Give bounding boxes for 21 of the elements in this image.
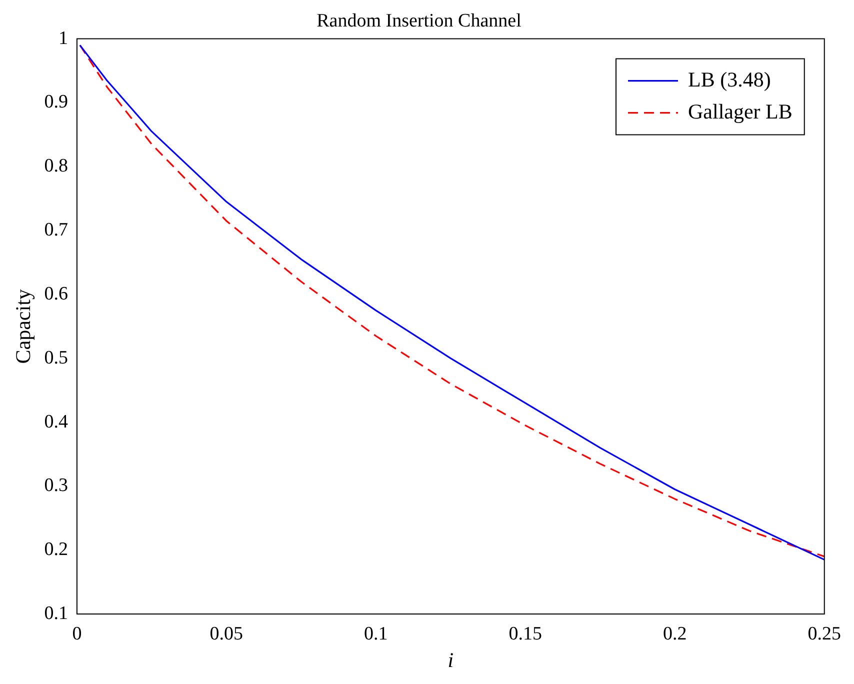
legend-label: Gallager LB bbox=[688, 99, 792, 124]
legend-label: LB (3.48) bbox=[688, 67, 771, 92]
x-tick-label: 0.05 bbox=[210, 623, 244, 644]
y-tick-label: 0.7 bbox=[44, 220, 68, 241]
y-tick-label: 0.5 bbox=[44, 347, 68, 368]
x-tick-label: 0 bbox=[72, 623, 82, 644]
y-axis-title: Capacity bbox=[11, 288, 36, 364]
x-axis-title: i bbox=[448, 648, 454, 672]
y-tick-label: 0.8 bbox=[44, 156, 68, 177]
x-tick-label: 0.25 bbox=[808, 623, 841, 644]
y-tick-label: 0.1 bbox=[44, 602, 68, 624]
y-tick-label: 0.9 bbox=[44, 92, 68, 113]
y-tick-label: 0.6 bbox=[44, 283, 68, 304]
x-tick-label: 0.2 bbox=[663, 623, 687, 644]
y-tick-label: 0.2 bbox=[44, 539, 68, 560]
x-tick-label: 0.1 bbox=[364, 623, 388, 644]
y-tick-label: 1 bbox=[58, 28, 68, 49]
y-tick-label: 0.3 bbox=[44, 475, 68, 496]
y-tick-label: 0.4 bbox=[44, 411, 68, 432]
chart-title: Random Insertion Channel bbox=[316, 10, 522, 32]
x-tick-label: 0.15 bbox=[508, 623, 542, 644]
